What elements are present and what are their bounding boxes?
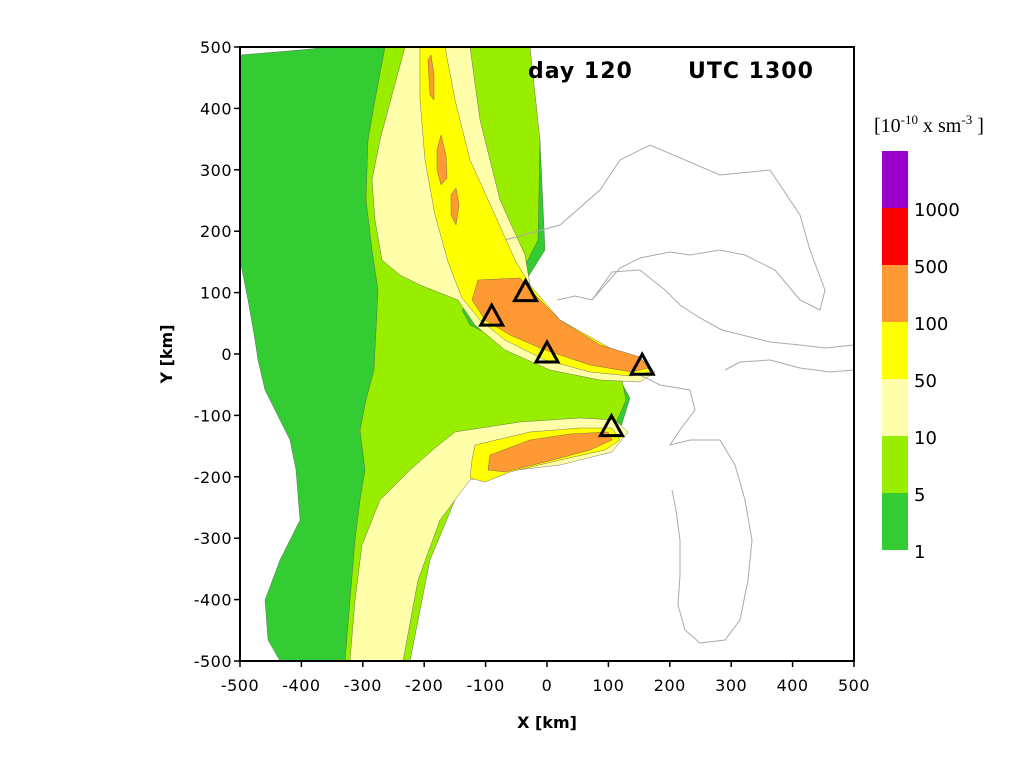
y-tick-label: 100 bbox=[200, 284, 232, 303]
x-tick-label: -400 bbox=[282, 676, 320, 695]
colorbar-segment bbox=[882, 208, 908, 265]
y-tick-label: -200 bbox=[194, 468, 232, 487]
colorbar-title-end: ] bbox=[972, 115, 984, 137]
x-tick-label: 0 bbox=[542, 676, 553, 695]
y-axis-title: Y [km] bbox=[157, 324, 176, 384]
day-annotation: day 120 bbox=[528, 59, 633, 84]
colorbar-label: 5 bbox=[914, 485, 925, 506]
source-marker bbox=[511, 277, 540, 303]
colorbar-title-base: [10 bbox=[874, 115, 901, 137]
y-tick-label: 400 bbox=[200, 99, 232, 118]
x-axis: -500 -400 -300 -200 -100 0 100 200 300 400 500 bbox=[221, 661, 870, 695]
y-tick-label: -500 bbox=[194, 652, 232, 671]
y-tick-label: -100 bbox=[194, 406, 232, 425]
contour-level-100 bbox=[427, 54, 649, 473]
x-tick-label: -200 bbox=[405, 676, 443, 695]
x-axis-title: X [km] bbox=[517, 713, 577, 732]
colorbar-label: 1000 bbox=[914, 200, 960, 221]
colorbar-label: 50 bbox=[914, 371, 937, 392]
colorbar-title: [10-10 x sm-3 ] bbox=[874, 112, 984, 137]
source-marker bbox=[597, 412, 626, 438]
colorbar-title-exp1: -10 bbox=[901, 112, 918, 127]
y-tick-label: 200 bbox=[200, 222, 232, 241]
colorbar-label: 500 bbox=[914, 257, 948, 278]
y-tick-label: 0 bbox=[221, 345, 232, 364]
x-tick-label: 400 bbox=[777, 676, 809, 695]
x-tick-label: 300 bbox=[715, 676, 747, 695]
x-tick-label: -500 bbox=[221, 676, 259, 695]
source-markers bbox=[478, 277, 656, 438]
y-tick-label: 500 bbox=[200, 38, 232, 57]
colorbar-segment bbox=[882, 151, 908, 208]
map-outline bbox=[504, 144, 854, 644]
colorbar: 1 5 10 50 100 500 1000 bbox=[882, 151, 960, 563]
x-tick-label: 100 bbox=[592, 676, 624, 695]
y-axis: -500 -400 -300 -200 -100 0 100 200 300 400 500 bbox=[194, 38, 240, 671]
y-tick-label: -300 bbox=[194, 529, 232, 548]
colorbar-segment bbox=[882, 493, 908, 550]
colorbar-title-exp2: -3 bbox=[961, 112, 972, 127]
x-tick-label: -300 bbox=[344, 676, 382, 695]
colorbar-segment bbox=[882, 379, 908, 436]
x-tick-label: 200 bbox=[654, 676, 686, 695]
colorbar-title-mid: x sm bbox=[918, 115, 962, 137]
source-marker bbox=[478, 302, 506, 327]
colorbar-segment bbox=[882, 436, 908, 493]
plot-area bbox=[240, 47, 854, 661]
colorbar-segment bbox=[882, 265, 908, 322]
colorbar-segment bbox=[882, 322, 908, 379]
time-annotation: UTC 1300 bbox=[688, 59, 814, 84]
source-marker bbox=[628, 351, 656, 376]
source-marker bbox=[533, 338, 561, 364]
y-tick-label: 300 bbox=[200, 161, 232, 180]
colorbar-label: 10 bbox=[914, 428, 937, 449]
x-tick-label: -100 bbox=[466, 676, 504, 695]
colorbar-label: 100 bbox=[914, 314, 948, 335]
colorbar-label: 1 bbox=[914, 542, 925, 563]
y-tick-label: -400 bbox=[194, 591, 232, 610]
x-tick-label: 500 bbox=[838, 676, 870, 695]
